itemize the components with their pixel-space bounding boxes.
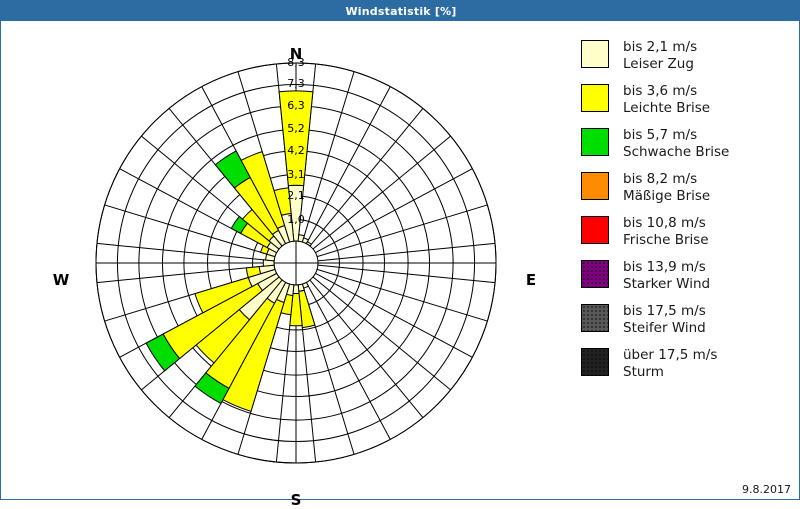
legend-name: Leiser Zug [623, 56, 694, 72]
grid-spoke [312, 135, 451, 250]
legend-item: bis 5,7 m/s Schwache Brise [581, 127, 791, 161]
legend-name: Steifer Wind [623, 320, 706, 336]
wind-rose-plot: N S W E 1,0 2,1 3,1 4,2 5,2 6,3 7,3 8,3 [1, 21, 571, 509]
radial-tick-label: 4,2 [287, 143, 305, 157]
legend-swatch [581, 172, 609, 200]
legend-item: bis 10,8 m/s Frische Brise [581, 215, 791, 249]
legend-item: bis 2,1 m/s Leiser Zug [581, 39, 791, 73]
legend-speed: über 17,5 m/s [623, 347, 718, 363]
grid-spoke [305, 86, 391, 244]
legend-speed: bis 10,8 m/s [623, 215, 706, 231]
grid-spoke [315, 272, 473, 358]
grid-spoke [316, 268, 488, 322]
window-title: Windstatistik [%] [345, 4, 457, 18]
grid-spoke [315, 168, 473, 254]
legend-speed: bis 13,9 m/s [623, 259, 706, 275]
legend-text: bis 13,9 m/s Starker Wind [623, 259, 710, 293]
legend-item: bis 13,9 m/s Starker Wind [581, 259, 791, 293]
legend-name: Mäßige Brise [623, 188, 711, 204]
grid-spoke [309, 279, 424, 418]
legend-swatch [581, 216, 609, 244]
radial-tick-label: 6,3 [287, 98, 305, 112]
radial-tick-label: 2,1 [287, 188, 305, 202]
legend-text: bis 3,6 m/s Leichte Brise [623, 83, 710, 117]
legend-swatch [581, 84, 609, 112]
wind-rose-petal-segment [145, 333, 181, 372]
legend-text: bis 10,8 m/s Frische Brise [623, 215, 709, 249]
legend-text: bis 8,2 m/s Mäßige Brise [623, 171, 710, 205]
radial-tick-label: 8,3 [287, 56, 305, 69]
radial-tick-label: 1,0 [287, 212, 305, 226]
legend-swatch [581, 40, 609, 68]
grid-spoke [312, 276, 451, 391]
wind-rose-petal-segment [273, 187, 292, 216]
legend-speed: bis 2,1 m/s [623, 39, 698, 55]
compass-label-south: S [290, 491, 302, 509]
grid-spoke [96, 242, 275, 262]
wind-rose-petal-segment [194, 372, 230, 405]
legend-text: bis 5,7 m/s Schwache Brise [623, 127, 729, 161]
grid-spoke [301, 71, 355, 243]
legend: bis 2,1 m/s Leiser Zug bis 3,6 m/s Leichte … [581, 39, 791, 391]
grid-outer-ring [95, 62, 497, 464]
legend-speed: bis 8,2 m/s [623, 171, 698, 187]
legend-item: bis 3,6 m/s Leichte Brise [581, 83, 791, 117]
legend-item: bis 8,2 m/s Mäßige Brise [581, 171, 791, 205]
grid-spoke [317, 264, 496, 284]
wind-rose-petal-segment [305, 241, 313, 247]
grid-spoke [305, 282, 391, 440]
legend-name: Sturm [623, 364, 664, 380]
grid-spoke [309, 108, 424, 247]
legend-text: bis 17,5 m/s Steifer Wind [623, 303, 706, 337]
legend-item: über 17,5 m/s Sturm [581, 347, 791, 381]
grid-spoke [317, 242, 496, 262]
legend-name: Frische Brise [623, 232, 709, 248]
compass-label-north: N [289, 45, 303, 63]
legend-swatch [581, 348, 609, 376]
date-label: 9.8.2017 [742, 483, 791, 496]
legend-speed: bis 3,6 m/s [623, 83, 698, 99]
legend-name: Leichte Brise [623, 100, 711, 116]
grid-spoke [96, 264, 275, 284]
window-title-bar: Windstatistik [%] [1, 1, 800, 21]
compass-label-east: E [525, 271, 537, 289]
legend-swatch [581, 304, 609, 332]
legend-name: Starker Wind [623, 276, 711, 292]
radial-tick-label: 3,1 [287, 167, 305, 181]
legend-swatch [581, 260, 609, 288]
legend-swatch [581, 128, 609, 156]
legend-text: bis 2,1 m/s Leiser Zug [623, 39, 697, 73]
radial-tick-label: 5,2 [287, 122, 305, 136]
legend-item: bis 17,5 m/s Steifer Wind [581, 303, 791, 337]
legend-text: über 17,5 m/s Sturm [623, 347, 717, 381]
legend-speed: bis 5,7 m/s [623, 127, 698, 143]
legend-speed: bis 17,5 m/s [623, 303, 706, 319]
wind-rose-petal-segment [245, 266, 262, 279]
wind-rose-petal-segment [278, 90, 314, 187]
wind-rose-svg [95, 62, 497, 464]
grid-spoke [104, 204, 276, 258]
compass-label-west: W [52, 271, 70, 289]
grid-spoke [316, 204, 488, 258]
radial-tick-label: 7,3 [287, 77, 305, 91]
legend-name: Schwache Brise [623, 144, 730, 160]
